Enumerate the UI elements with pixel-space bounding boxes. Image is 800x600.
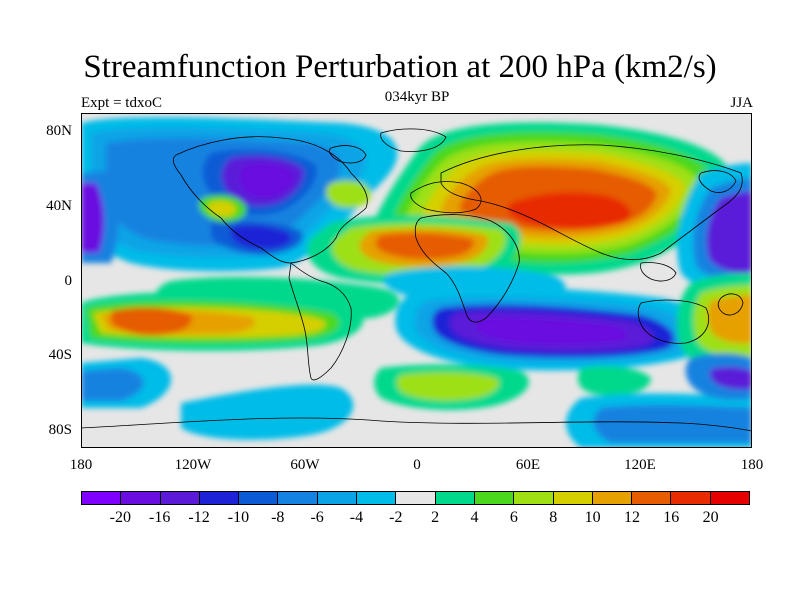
colorbar: [81, 491, 750, 505]
colorbar-box: [474, 492, 515, 504]
colorbar-label: -2: [389, 509, 403, 526]
colorbar-label: -16: [149, 509, 171, 526]
streamfunction-map: [81, 113, 752, 448]
colorbar-label: 8: [549, 509, 558, 526]
time-label: 034kyr BP: [384, 89, 450, 105]
colorbar-label: 16: [663, 509, 680, 526]
colorbar-label: -8: [271, 509, 285, 526]
lat-label-80n: 80N: [46, 123, 72, 139]
colorbar-box: [239, 492, 279, 504]
lon-label-60w: 60W: [290, 457, 320, 473]
colorbar-box: [396, 492, 436, 504]
colorbar-box: [553, 492, 593, 504]
lat-label-40s: 40S: [48, 347, 72, 363]
colorbar-box: [199, 492, 240, 504]
lon-label-180w: 180: [69, 457, 93, 473]
lon-label-180e: 180: [740, 457, 764, 473]
colorbar-box: [357, 492, 397, 504]
colorbar-label: 4: [470, 509, 479, 526]
lon-label-120e: 120E: [624, 457, 656, 473]
lon-label-0: 0: [413, 457, 421, 473]
colorbar-label: 6: [509, 509, 518, 526]
colorbar-box: [160, 492, 200, 504]
colorbar-box: [710, 492, 750, 504]
colorbar-label: 10: [584, 509, 601, 526]
colorbar-box: [121, 492, 161, 504]
plot-title: Streamfunction Perturbation at 200 hPa (…: [83, 49, 717, 85]
lon-label-120w: 120W: [174, 457, 212, 473]
colorbar-box: [671, 492, 711, 504]
season-label: JJA: [730, 95, 753, 111]
colorbar-box: [632, 492, 672, 504]
lon-label-60e: 60E: [515, 457, 541, 473]
lat-label-80s: 80S: [48, 422, 72, 438]
lat-label-40n: 40N: [46, 198, 72, 214]
experiment-label: Expt = tdxoC: [81, 95, 162, 111]
colorbar-label: 12: [623, 509, 640, 526]
colorbar-label: -12: [188, 509, 210, 526]
colorbar-label: 20: [702, 509, 719, 526]
lat-label-0: 0: [64, 273, 73, 289]
colorbar-box: [82, 492, 122, 504]
colorbar-box: [592, 492, 633, 504]
colorbar-label: -20: [109, 509, 131, 526]
colorbar-label: 2: [431, 509, 440, 526]
colorbar-box: [278, 492, 318, 504]
colorbar-label: -4: [349, 509, 364, 526]
colorbar-label: -10: [227, 509, 250, 526]
colorbar-box: [317, 492, 358, 504]
colorbar-label: -6: [310, 509, 324, 526]
colorbar-box: [514, 492, 554, 504]
colorbar-box: [435, 492, 475, 504]
